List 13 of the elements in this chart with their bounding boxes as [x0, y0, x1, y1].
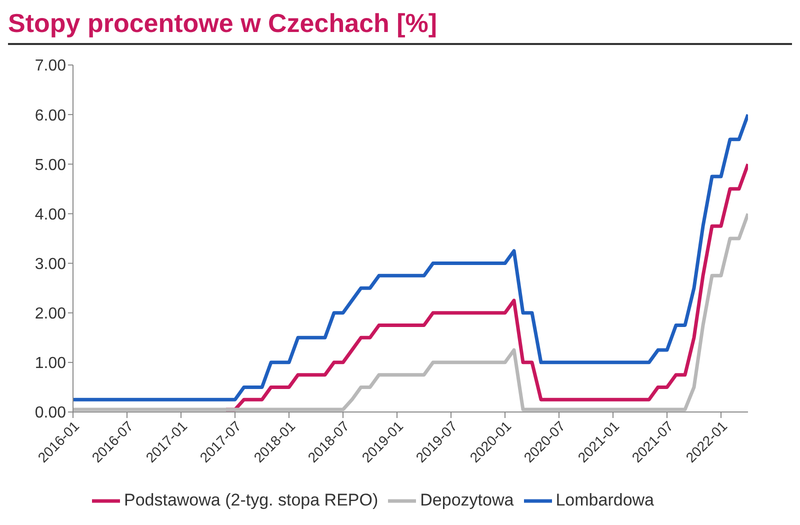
y-tick-label: 3.00	[34, 256, 66, 273]
legend-label: Podstawowa (2-tyg. stopa REPO)	[124, 490, 378, 510]
y-tick-label: 5.00	[34, 156, 66, 174]
line-series	[73, 112, 748, 402]
y-tick-label: 2.00	[34, 306, 66, 323]
legend-label: Depozytowa	[420, 490, 514, 510]
y-tick-label: 7.00	[34, 58, 66, 75]
y-tick-label: 6.00	[34, 107, 66, 124]
chart-title: Stopy procentowe w Czechach [%]	[8, 8, 792, 45]
y-tick-label: 4.00	[34, 206, 66, 224]
legend-label: Lombardowa	[556, 490, 654, 510]
y-tick-label: 0.00	[34, 404, 66, 422]
y-tick-label: 1.00	[34, 355, 66, 372]
